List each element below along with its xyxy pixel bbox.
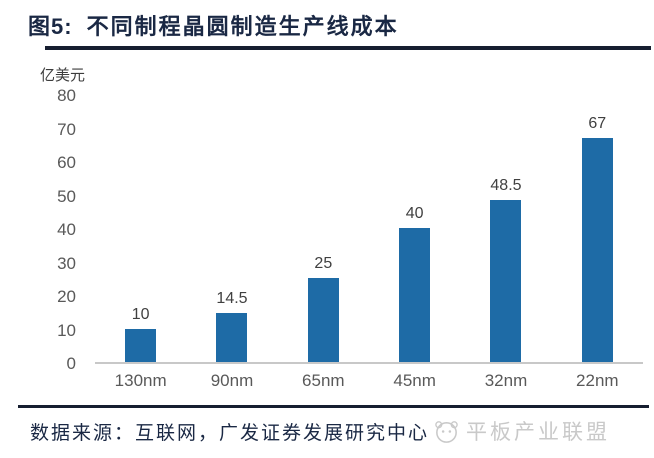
- bar-value-label: 10: [131, 305, 150, 323]
- x-tick-label: 65nm: [302, 371, 345, 390]
- y-tick-label: 50: [57, 186, 76, 206]
- y-tick-label: 30: [57, 253, 76, 273]
- bar-group: 25 65nm: [278, 96, 369, 390]
- bar-group: 14.5 90nm: [186, 96, 277, 390]
- figure-label: 图5:: [28, 14, 73, 39]
- y-tick-label: 60: [57, 153, 76, 172]
- bar: [399, 228, 431, 362]
- x-tick-label: 90nm: [210, 371, 254, 390]
- x-tick-label: 32nm: [484, 371, 528, 390]
- y-tick-label: 40: [57, 220, 76, 239]
- footer-divider: [18, 405, 649, 408]
- x-tick-label: 45nm: [393, 371, 436, 390]
- header-divider: [45, 46, 651, 50]
- bar: [216, 313, 248, 362]
- watermark: 平板产业联盟: [433, 416, 610, 446]
- y-tick-label: 10: [57, 320, 76, 340]
- bar-value-label: 14.5: [216, 290, 248, 308]
- y-tick-label: 70: [57, 119, 76, 139]
- y-tick-label: 0: [66, 354, 76, 373]
- x-tick-label: 130nm: [114, 371, 167, 390]
- plot-area: 10 130nm 14.5 90nm 25 65nm 40 45nm 48.5 32nm 67 22n…: [95, 96, 643, 391]
- y-axis: 80 70 60 50 40 30 20 10 0: [0, 86, 80, 373]
- watermark-logo-icon: [435, 420, 458, 443]
- figure-header: 图5: 不同制程晶圆制造生产线成本: [0, 0, 654, 50]
- bar-value-label: 25: [314, 255, 333, 273]
- bar: [490, 199, 522, 362]
- bar-value-label: 48.5: [490, 176, 522, 194]
- figure-title: 图5: 不同制程晶圆制造生产线成本: [28, 9, 654, 41]
- x-tick-label: 22nm: [576, 371, 619, 390]
- bar-value-label: 40: [405, 205, 424, 222]
- figure-footer: 数据来源：互联网，广发证券发展研究中心 平板产业联盟: [0, 405, 654, 446]
- bar-group: 48.5 32nm: [460, 96, 551, 390]
- bar-chart: 亿美元 80 70 60 50 40 30 20 10 0 10 130nm 14.5 90nm 25 6…: [0, 62, 654, 400]
- bar: [581, 137, 613, 362]
- bar-group: 40 45nm: [369, 96, 460, 390]
- bar-group: 67 22nm: [552, 96, 643, 390]
- bar: [307, 278, 339, 362]
- y-axis-unit-label: 亿美元: [40, 67, 86, 84]
- bar-value-label: 67: [588, 114, 607, 132]
- y-tick-label: 80: [57, 86, 76, 105]
- bar: [125, 328, 157, 362]
- watermark-text: 平板产业联盟: [466, 421, 611, 444]
- figure-title-text: 不同制程晶圆制造生产线成本: [86, 14, 399, 39]
- data-source-text: 数据来源：互联网，广发证券发展研究中心: [30, 422, 430, 444]
- bar-group: 10 130nm: [95, 96, 186, 391]
- y-tick-label: 20: [57, 287, 76, 306]
